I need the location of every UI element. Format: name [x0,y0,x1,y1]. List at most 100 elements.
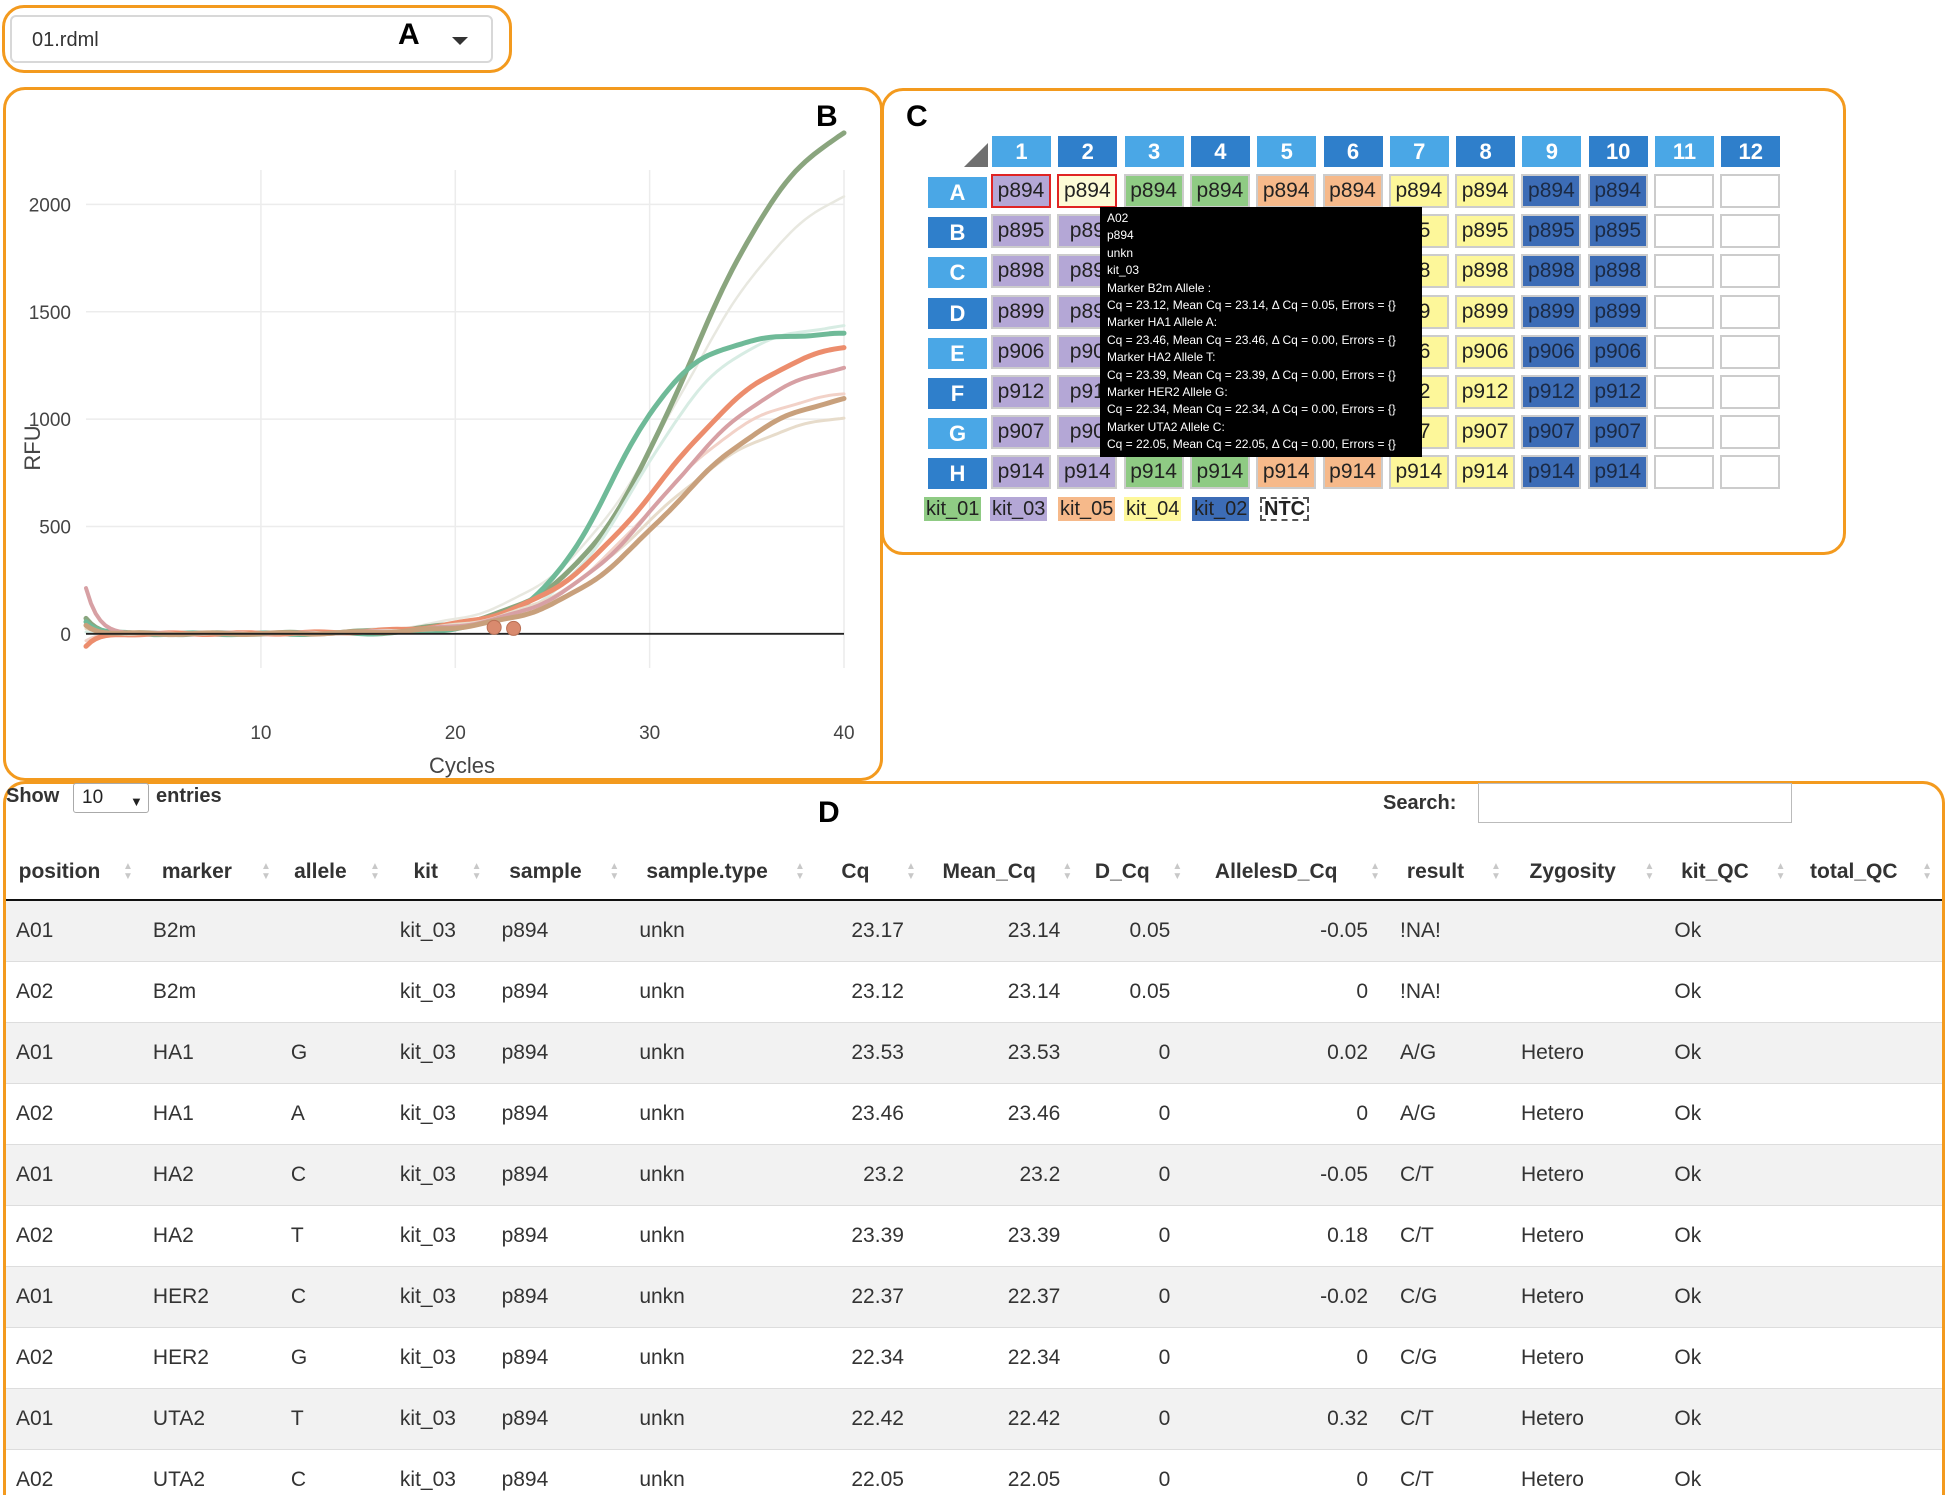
plate-column-header[interactable]: 9 [1522,136,1581,167]
plate-well[interactable]: p914 [1455,455,1515,489]
plate-well[interactable]: p914 [1190,455,1250,489]
plate-well[interactable] [1654,415,1714,449]
column-header-position[interactable]: position▲▼ [6,845,143,900]
plate-well[interactable]: p906 [991,335,1051,369]
entries-length-select[interactable]: 10 ▼ [73,783,149,813]
plate-column-header[interactable]: 5 [1257,136,1316,167]
plate-well[interactable] [1654,375,1714,409]
column-header-total-qc[interactable]: total_QC▲▼ [1796,845,1942,900]
plate-well[interactable]: p907 [991,415,1051,449]
plate-well[interactable]: p895 [1521,214,1581,248]
plate-well[interactable]: p906 [1455,335,1515,369]
plate-well[interactable]: p912 [991,375,1051,409]
column-header-kit[interactable]: kit▲▼ [390,845,492,900]
plate-well[interactable]: p898 [1521,254,1581,288]
plate-well[interactable] [1720,335,1780,369]
plate-column-header[interactable]: 4 [1191,136,1250,167]
column-header-allele[interactable]: allele▲▼ [281,845,390,900]
plate-well[interactable]: p907 [1588,415,1648,449]
plate-row-header[interactable]: H [928,458,987,489]
plate-well[interactable]: p914 [1124,455,1184,489]
plate-well[interactable] [1654,214,1714,248]
plate-well[interactable] [1720,415,1780,449]
plate-column-header[interactable]: 6 [1324,136,1383,167]
plate-well[interactable]: p899 [991,295,1051,329]
plate-well[interactable]: p912 [1588,375,1648,409]
column-header-sample[interactable]: sample▲▼ [492,845,630,900]
plate-column-header[interactable]: 8 [1456,136,1515,167]
plate-well[interactable]: p912 [1455,375,1515,409]
plate-column-header[interactable]: 1 [992,136,1051,167]
search-input[interactable] [1478,783,1792,823]
plate-well[interactable]: p914 [1057,455,1117,489]
column-header-d-cq[interactable]: D_Cq▲▼ [1082,845,1192,900]
plate-well[interactable]: p899 [1588,295,1648,329]
plate-well[interactable]: p894 [991,174,1051,208]
plate-well[interactable]: p895 [991,214,1051,248]
plate-column-header[interactable]: 7 [1390,136,1449,167]
plate-well[interactable]: p907 [1455,415,1515,449]
plate-row-header[interactable]: E [928,338,987,369]
plate-well[interactable] [1654,455,1714,489]
plate-well[interactable]: p912 [1521,375,1581,409]
plate-well[interactable]: p914 [1323,455,1383,489]
plate-row-header[interactable]: D [928,298,987,329]
plate-column-header[interactable]: 3 [1125,136,1184,167]
plate-column-header[interactable]: 11 [1655,136,1714,167]
column-header-cq[interactable]: Cq▲▼ [815,845,926,900]
plate-well[interactable] [1720,254,1780,288]
file-select-dropdown[interactable]: 01.rdml [10,15,493,63]
plate-well[interactable] [1654,295,1714,329]
plate-column-header[interactable]: 12 [1721,136,1780,167]
plate-column-header[interactable]: 2 [1058,136,1117,167]
plate-well[interactable] [1720,214,1780,248]
column-header-mean-cq[interactable]: Mean_Cq▲▼ [926,845,1082,900]
plate-well[interactable]: p914 [1521,455,1581,489]
column-header-sample-type[interactable]: sample.type▲▼ [629,845,815,900]
plate-row-header[interactable]: G [928,418,987,449]
plate-well[interactable]: p899 [1455,295,1515,329]
column-header-kit-qc[interactable]: kit_QC▲▼ [1664,845,1795,900]
plate-well[interactable]: p894 [1256,174,1316,208]
column-header-allelesd-cq[interactable]: AllelesD_Cq▲▼ [1192,845,1390,900]
plate-well[interactable] [1654,174,1714,208]
plate-well[interactable] [1654,335,1714,369]
plate-well[interactable]: p895 [1588,214,1648,248]
plate-well[interactable]: p907 [1521,415,1581,449]
plate-well[interactable]: p894 [1057,174,1117,208]
plate-well[interactable]: p894 [1323,174,1383,208]
plate-well[interactable]: p914 [1389,455,1449,489]
plate-well[interactable]: p894 [1455,174,1515,208]
plate-well[interactable]: p894 [1521,174,1581,208]
column-header-result[interactable]: result▲▼ [1390,845,1511,900]
column-header-marker[interactable]: marker▲▼ [143,845,281,900]
plate-well[interactable]: p906 [1521,335,1581,369]
plate-well[interactable]: p914 [1256,455,1316,489]
plate-well[interactable]: p914 [1588,455,1648,489]
plate-row-header[interactable]: A [928,177,987,208]
plate-well[interactable]: p906 [1588,335,1648,369]
plate-well[interactable] [1720,174,1780,208]
plate-well[interactable]: p894 [1124,174,1184,208]
plate-column-header[interactable]: 10 [1589,136,1648,167]
plate-well[interactable] [1720,455,1780,489]
plate-well[interactable]: p898 [1588,254,1648,288]
plate-well[interactable]: p895 [1455,214,1515,248]
plate-well[interactable]: p898 [1455,254,1515,288]
plate-row-header[interactable]: C [928,257,987,288]
plate-well[interactable]: p894 [1190,174,1250,208]
plate-well[interactable]: p899 [1521,295,1581,329]
plate-row-header[interactable]: F [928,378,987,409]
plate-row-header[interactable]: B [928,217,987,248]
plate-well[interactable]: p894 [1389,174,1449,208]
column-header-zygosity[interactable]: Zygosity▲▼ [1511,845,1664,900]
